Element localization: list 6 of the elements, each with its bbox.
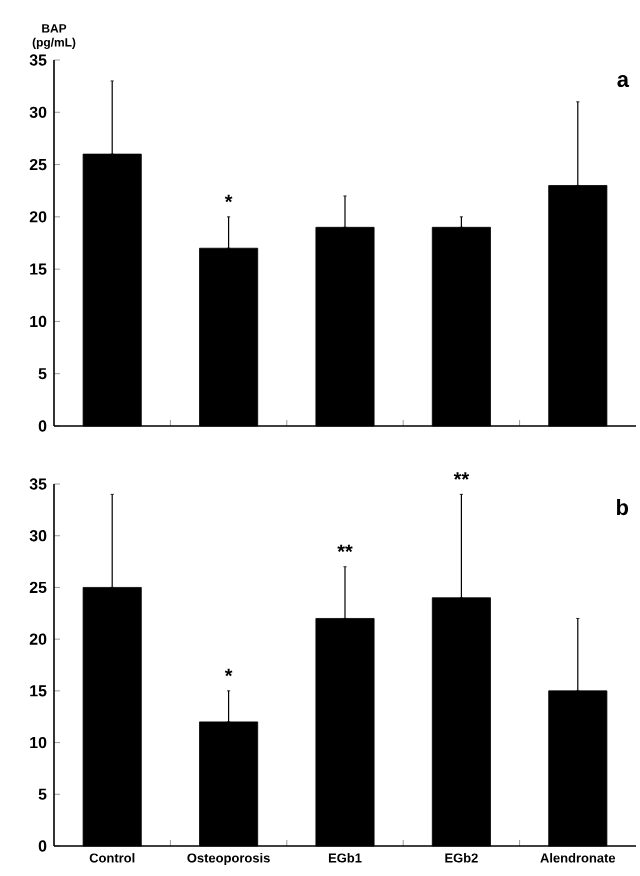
annotation: ** (453, 472, 470, 480)
annotation: b (617, 499, 629, 516)
annotation: * (224, 194, 233, 203)
annotation: * (224, 668, 233, 677)
annotation: a (617, 75, 630, 88)
annotation: ** (337, 544, 353, 553)
